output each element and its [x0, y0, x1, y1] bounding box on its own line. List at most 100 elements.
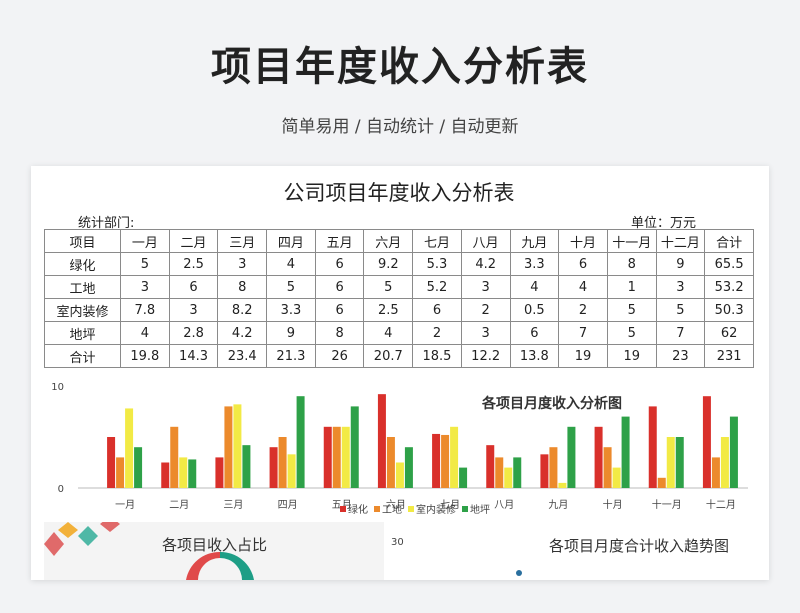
table-row: 地坪 4 2.8 4.2 9 8 4 2 3 6 7 5 7 62	[44, 321, 754, 345]
decor-diamond	[100, 522, 120, 532]
lower-charts: 各项目收入占比 30 各项目月度合计收入趋势图	[44, 522, 754, 580]
sheet-title: 公司项目年度收入分析表	[283, 181, 515, 205]
table-cell: 50.3	[704, 298, 754, 322]
x-tick-label: 九月	[548, 499, 568, 511]
table-cell: 5	[606, 321, 657, 345]
table-cell: 13.8	[509, 344, 560, 368]
trend-y-tick: 30	[391, 537, 404, 548]
pie-hole	[198, 558, 242, 580]
column-header: 七月	[412, 229, 462, 253]
table-cell: 19	[558, 344, 608, 368]
bar-室内装修	[395, 462, 404, 488]
column-header: 项目	[44, 229, 121, 253]
spreadsheet: 公司项目年度收入分析表 统计部门: 单位：万元 项目 一月 二月 三月 四月 五月 六月 七月…	[44, 177, 754, 580]
pie-chart-title: 各项目收入占比	[162, 536, 268, 554]
table-cell: 62	[704, 321, 754, 345]
column-header: 一月	[120, 229, 170, 253]
table-cell: 53.2	[704, 275, 754, 299]
table-row: 工地 3 6 8 5 6 5 5.2 3 4 4 1 3 53.2	[44, 275, 754, 299]
x-tick-label: 二月	[169, 499, 189, 511]
x-tick-label: 四月	[278, 499, 298, 511]
table-cell: 2.8	[168, 321, 219, 345]
table-cell: 12.2	[460, 344, 511, 368]
bar-室内装修	[558, 482, 567, 488]
bar-工地	[657, 477, 666, 488]
table-cell: 1	[606, 275, 657, 299]
bar-室内装修	[720, 437, 729, 488]
unit-label: 单位：万元	[631, 216, 697, 231]
table-cell: 4	[266, 252, 316, 276]
decor-diamond	[58, 522, 78, 538]
bar-绿化	[648, 406, 657, 488]
table-cell: 6	[412, 298, 462, 322]
page-title: 项目年度收入分析表	[211, 44, 589, 90]
income-table: 项目 一月 二月 三月 四月 五月 六月 七月 八月 九月 十月 十一月 十二月 合计 绿化 5 2.5 3 4 6 9…	[44, 229, 754, 368]
table-cell: 6	[558, 252, 608, 276]
column-header: 三月	[217, 229, 268, 253]
table-cell: 2	[412, 321, 462, 345]
legend-swatch	[462, 506, 468, 512]
table-header-row: 项目 一月 二月 三月 四月 五月 六月 七月 八月 九月 十月 十一月 十二月 合计	[44, 229, 754, 253]
legend-swatch	[340, 506, 346, 512]
table-cell: 7	[655, 321, 706, 345]
table-cell: 9	[266, 321, 316, 345]
bar-工地	[603, 447, 612, 488]
table-cell: 14.3	[168, 344, 219, 368]
table-cell: 6	[314, 252, 365, 276]
table-cell: 4.2	[217, 321, 268, 345]
bar-地坪	[675, 437, 684, 488]
bar-室内装修	[504, 467, 513, 488]
bar-地坪	[567, 426, 576, 488]
bar-工地	[386, 437, 395, 488]
bar-室内装修	[179, 457, 188, 488]
bar-地坪	[621, 416, 630, 488]
x-tick-label: 三月	[223, 499, 243, 511]
table-row: 绿化 5 2.5 3 4 6 9.2 5.3 4.2 3.3 6 8 9 65.5	[44, 252, 754, 276]
trend-marker	[516, 570, 522, 576]
x-tick-label: 十月	[603, 498, 623, 511]
table-cell: 3	[460, 275, 511, 299]
table-cell: 9.2	[363, 252, 414, 276]
decor-diamond	[78, 526, 98, 546]
table-cell: 2.5	[363, 298, 414, 322]
bar-室内装修	[233, 404, 242, 488]
bar-绿化	[215, 457, 224, 488]
table-cell: 3	[217, 252, 268, 276]
y-tick-label: 0	[58, 484, 64, 495]
y-tick-label: 10	[51, 382, 64, 393]
bar-室内装修	[450, 426, 459, 488]
table-cell: 2	[460, 298, 511, 322]
x-tick-label: 一月	[115, 499, 135, 511]
table-cell: 4.2	[460, 252, 511, 276]
x-tick-label: 十一月	[652, 498, 682, 511]
table-cell: 2	[558, 298, 608, 322]
x-tick-label: 五月	[332, 499, 352, 511]
bar-地坪	[350, 406, 359, 488]
bar-绿化	[377, 394, 386, 488]
pie-chart-panel: 各项目收入占比	[44, 522, 384, 580]
table-cell: 5	[266, 275, 316, 299]
table-row: 室内装修 7.8 3 8.2 3.3 6 2.5 6 2 0.5 2 5 5 50.3	[44, 298, 754, 322]
bar-地坪	[242, 445, 251, 488]
table-cell: 19	[606, 344, 657, 368]
table-cell: 6	[168, 275, 219, 299]
legend-label: 工地	[382, 503, 402, 516]
dept-label: 统计部门:	[78, 216, 135, 231]
column-header: 十一月	[606, 229, 657, 253]
table-cell: 绿化	[44, 252, 121, 276]
bar-工地	[495, 457, 504, 488]
table-cell: 65.5	[704, 252, 754, 276]
bar-地坪	[513, 457, 522, 488]
bar-地坪	[134, 447, 143, 488]
table-cell: 5	[606, 298, 657, 322]
column-header: 十月	[558, 229, 608, 253]
table-cell: 地坪	[44, 321, 121, 345]
bar-地坪	[296, 396, 305, 488]
column-header: 九月	[509, 229, 560, 253]
table-cell: 8	[606, 252, 657, 276]
bar-地坪	[188, 459, 197, 488]
table-cell: 8	[217, 275, 268, 299]
table-cell: 8.2	[217, 298, 268, 322]
table-cell: 室内装修	[44, 298, 121, 322]
decor-diamond	[44, 532, 64, 556]
